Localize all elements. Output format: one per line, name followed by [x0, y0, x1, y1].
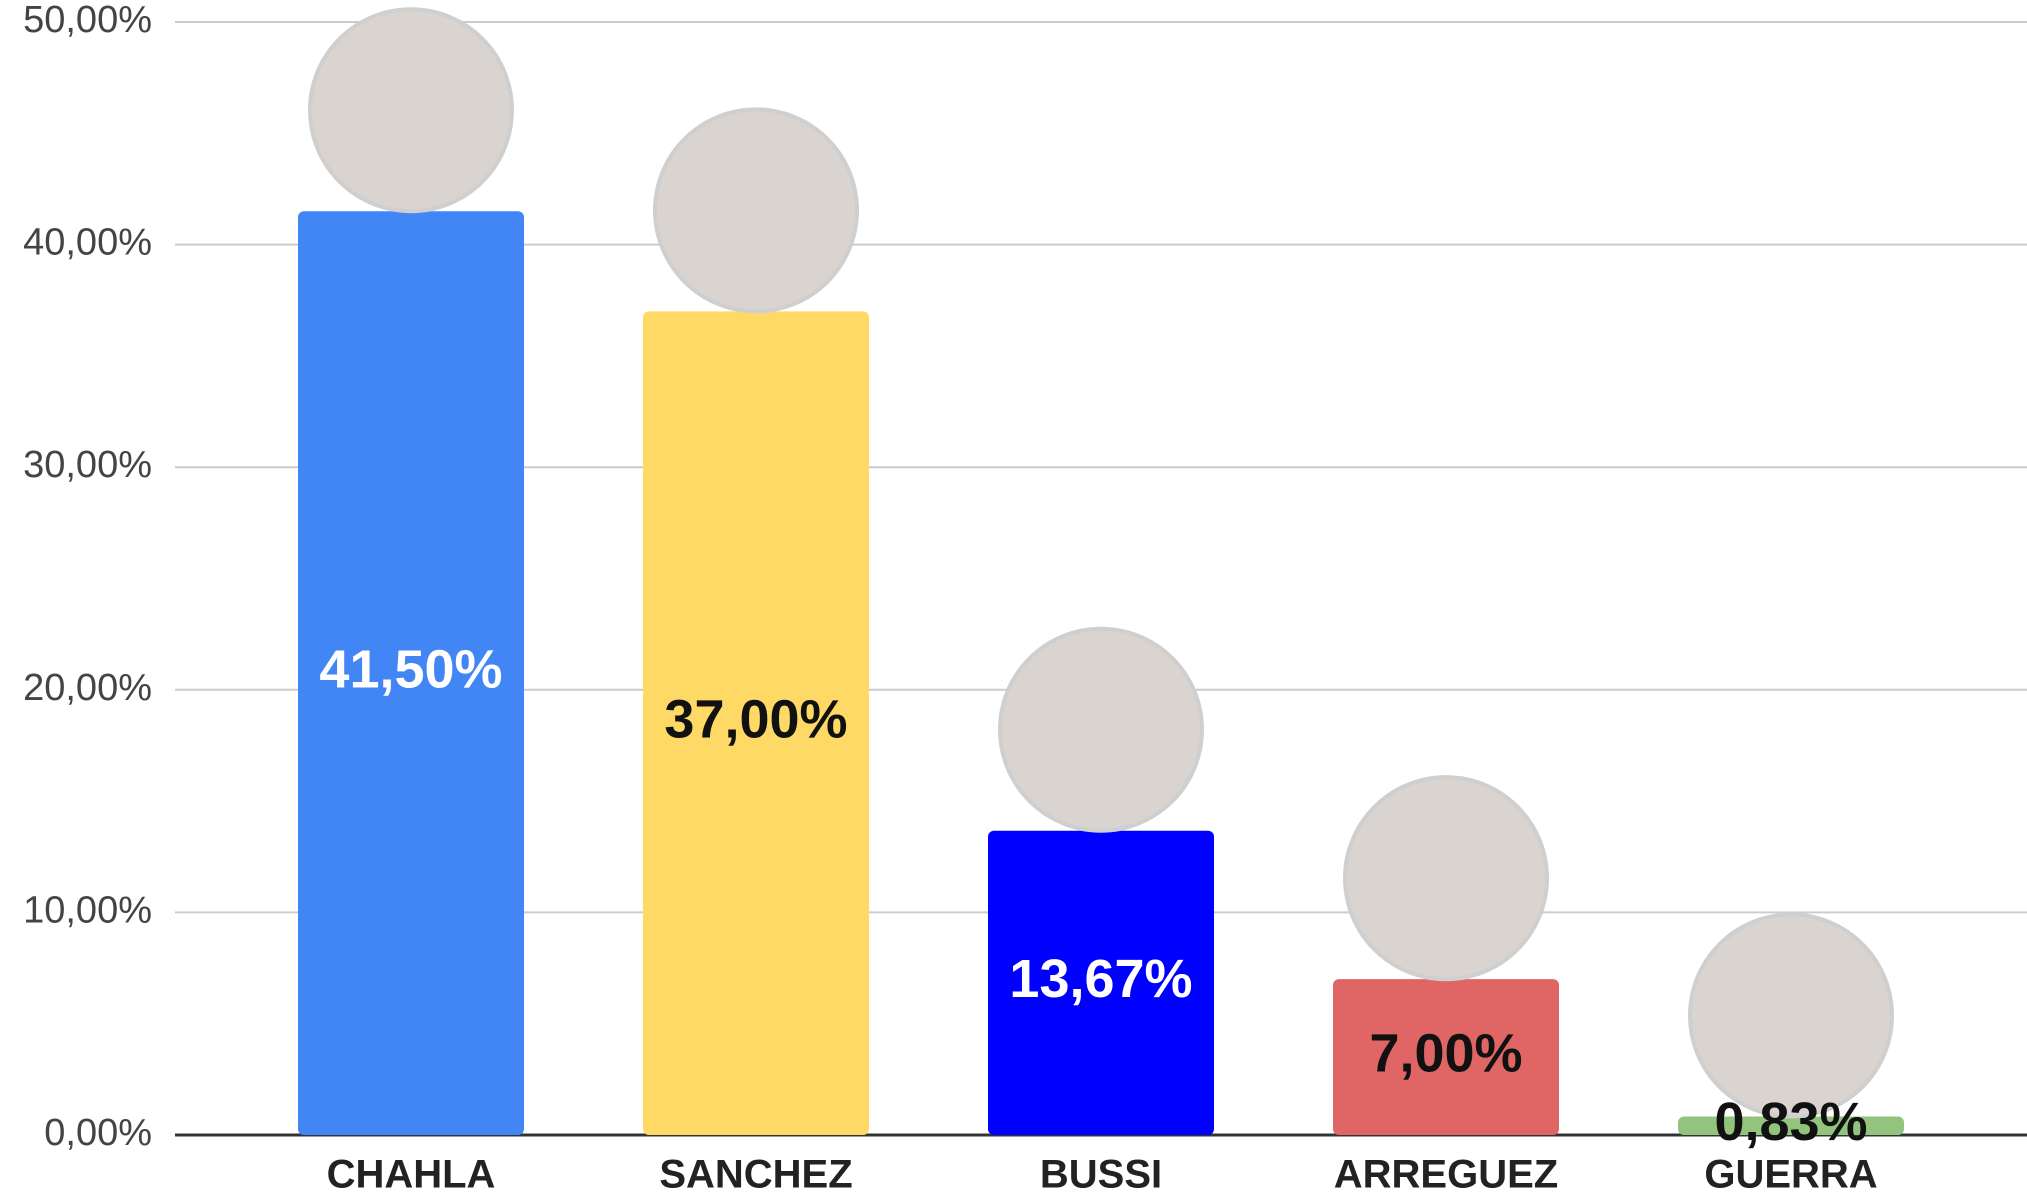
value-label: 7,00%	[1369, 1023, 1522, 1083]
chart: 0,00% 10,00% 20,00% 30,00% 40,00% 50,00% CHAHL…	[0, 0, 2027, 1202]
y-tick-label: 40,00%	[23, 222, 152, 264]
x-tick-label: GUERRA	[1704, 1153, 1877, 1197]
value-label: 37,00%	[664, 689, 847, 749]
value-label: 41,50%	[319, 639, 502, 699]
y-tick-label: 10,00%	[23, 889, 152, 931]
value-label: 13,67%	[1009, 949, 1192, 1009]
x-tick-label: ARREGUEZ	[1334, 1153, 1558, 1197]
candidate-photo	[1345, 777, 1547, 979]
x-tick-label: CHAHLA	[327, 1153, 496, 1197]
y-tick-label: 0,00%	[44, 1112, 152, 1154]
candidate-photo	[310, 9, 512, 211]
y-tick-label: 30,00%	[23, 444, 152, 486]
x-tick-label: BUSSI	[1040, 1153, 1162, 1197]
y-tick-label: 20,00%	[23, 667, 152, 709]
candidate-photo	[1690, 915, 1892, 1117]
y-tick-label: 50,00%	[23, 0, 152, 41]
x-tick-label: SANCHEZ	[659, 1153, 852, 1197]
candidate-photo	[655, 109, 857, 311]
value-label: 0,83%	[1714, 1092, 1867, 1152]
candidate-photo	[1000, 629, 1202, 831]
